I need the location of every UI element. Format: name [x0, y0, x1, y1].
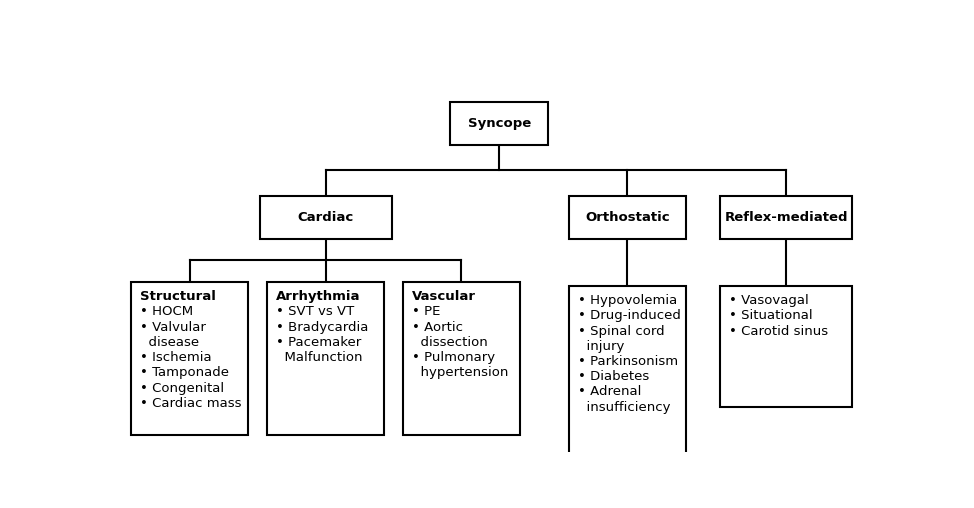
- Text: Reflex-mediated: Reflex-mediated: [725, 211, 847, 224]
- Text: Structural: Structural: [140, 290, 216, 303]
- Text: • Pacemaker: • Pacemaker: [276, 336, 361, 349]
- Text: • Cardiac mass: • Cardiac mass: [140, 397, 242, 410]
- Text: • Situational: • Situational: [729, 309, 812, 322]
- Text: • Ischemia: • Ischemia: [140, 351, 212, 364]
- Text: • Drug-induced: • Drug-induced: [578, 309, 681, 322]
- Text: • Spinal cord: • Spinal cord: [578, 325, 664, 337]
- Text: • Bradycardia: • Bradycardia: [276, 321, 368, 334]
- FancyBboxPatch shape: [569, 196, 686, 239]
- Text: injury: injury: [578, 340, 624, 353]
- Text: • Pulmonary: • Pulmonary: [412, 351, 495, 364]
- Text: • Parkinsonism: • Parkinsonism: [578, 355, 678, 368]
- FancyBboxPatch shape: [259, 196, 392, 239]
- Text: hypertension: hypertension: [412, 366, 508, 379]
- Text: Malfunction: Malfunction: [276, 351, 362, 364]
- FancyBboxPatch shape: [720, 196, 852, 239]
- Text: • HOCM: • HOCM: [140, 305, 194, 319]
- FancyBboxPatch shape: [450, 102, 548, 145]
- Text: • Adrenal: • Adrenal: [578, 386, 642, 398]
- Text: Arrhythmia: Arrhythmia: [276, 290, 360, 303]
- FancyBboxPatch shape: [267, 282, 384, 434]
- Text: Cardiac: Cardiac: [297, 211, 354, 224]
- Text: • PE: • PE: [412, 305, 440, 319]
- Text: • Aortic: • Aortic: [412, 321, 463, 334]
- FancyBboxPatch shape: [569, 286, 686, 454]
- Text: • Hypovolemia: • Hypovolemia: [578, 294, 677, 307]
- FancyBboxPatch shape: [403, 282, 520, 434]
- Text: • Congenital: • Congenital: [140, 382, 224, 395]
- Text: insufficiency: insufficiency: [578, 401, 670, 414]
- Text: Syncope: Syncope: [468, 117, 531, 130]
- Text: • SVT vs VT: • SVT vs VT: [276, 305, 355, 319]
- Text: dissection: dissection: [412, 336, 488, 349]
- Text: disease: disease: [140, 336, 200, 349]
- Text: Orthostatic: Orthostatic: [585, 211, 670, 224]
- FancyBboxPatch shape: [720, 286, 852, 407]
- Text: Vascular: Vascular: [412, 290, 476, 303]
- FancyBboxPatch shape: [131, 282, 248, 434]
- Text: • Valvular: • Valvular: [140, 321, 206, 334]
- Text: • Vasovagal: • Vasovagal: [729, 294, 808, 307]
- Text: • Diabetes: • Diabetes: [578, 370, 650, 383]
- Text: • Tamponade: • Tamponade: [140, 366, 229, 379]
- Text: • Carotid sinus: • Carotid sinus: [729, 325, 828, 337]
